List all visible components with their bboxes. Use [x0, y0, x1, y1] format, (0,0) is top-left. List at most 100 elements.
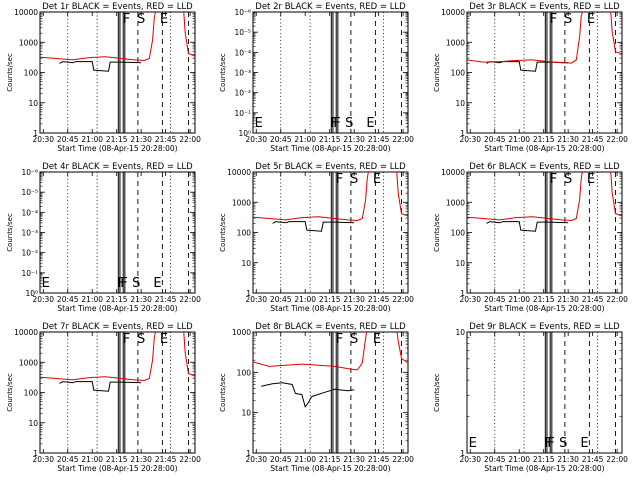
x-tick-label: 21:15 [106, 295, 128, 304]
x-tick-label: 22:00 [392, 295, 414, 304]
x-tick-label: 21:30 [557, 295, 579, 304]
y-tick-label: 10⁰ [25, 289, 38, 298]
x-tick-label: 21:30 [130, 295, 152, 304]
x-axis-label: Start Time (08-Apr-15 20:28:00) [484, 304, 604, 313]
x-tick-label: 20:30 [245, 135, 267, 144]
x-axis-label: Start Time (08-Apr-15 20:28:00) [270, 464, 390, 473]
panel-4: Det 4r BLACK = Events, RED = LLD 10⁰ 10⁻¹ 1… [6, 162, 201, 313]
panel-title: Det 8r BLACK = Events, RED = LLD [255, 322, 406, 332]
annotation-s: S [132, 276, 140, 291]
y-tick-label: 10⁻³ [234, 69, 251, 78]
panel-title: Det 6r BLACK = Events, RED = LLD [469, 162, 620, 172]
annotation-f: F [550, 172, 557, 187]
annotation-f: F [123, 332, 130, 347]
panel-3: Det 3r BLACK = Events, RED = LLD 1 10 100 10… [433, 2, 628, 153]
x-axis-label: Start Time (08-Apr-15 20:28:00) [484, 464, 604, 473]
x-tick-label: 20:30 [32, 135, 54, 144]
x-tick-label: 21:00 [81, 135, 103, 144]
y-tick-label: 100 [237, 368, 252, 377]
x-tick-label: 20:30 [459, 135, 481, 144]
annotation-f: F [550, 12, 557, 27]
y-tick-label: 1 [246, 449, 251, 458]
y-tick-label: 1 [33, 449, 38, 458]
x-tick-label: 22:00 [606, 135, 628, 144]
x-tick-label: 21:45 [582, 295, 604, 304]
x-tick-label: 21:45 [368, 295, 390, 304]
y-tick-label: 1000 [446, 38, 465, 47]
y-tick-label: 10 [455, 259, 465, 268]
panel-9: Det 9r BLACK = Events, RED = LLD 1 10 20:30… [433, 322, 628, 473]
plot-frame [39, 11, 196, 134]
annotation-e: E [255, 116, 263, 131]
x-tick-label: 21:15 [533, 295, 555, 304]
y-axis-label: Counts/sec [433, 53, 441, 92]
annotation-e: E [587, 172, 595, 187]
y-tick-label: 1000 [232, 328, 251, 337]
panel-title: Det 3r BLACK = Events, RED = LLD [469, 2, 620, 12]
x-tick-label: 21:00 [294, 135, 316, 144]
y-axis-label: Counts/sec [219, 53, 227, 92]
y-tick-label: 100 [451, 69, 466, 78]
y-tick-label: 1 [33, 129, 38, 138]
annotation-f: F [336, 172, 343, 187]
x-tick-label: 21:00 [508, 295, 530, 304]
y-tick-label: 10000 [14, 328, 38, 337]
plot-area [494, 332, 616, 453]
y-tick-label: 10 [455, 99, 465, 108]
x-tick-label: 21:30 [557, 455, 579, 464]
x-tick-label: 22:00 [606, 455, 628, 464]
y-tick-label: 10⁻⁴ [21, 208, 38, 217]
lld-series-line [253, 172, 408, 222]
x-axis-label: Start Time (08-Apr-15 20:28:00) [270, 304, 390, 313]
annotation-s: S [345, 116, 353, 131]
annotation-f: F [336, 332, 343, 347]
events-series-line [59, 381, 142, 392]
x-tick-label: 21:45 [582, 455, 604, 464]
x-tick-label: 21:00 [81, 455, 103, 464]
y-tick-label: 10⁻⁴ [234, 48, 251, 57]
x-axis-label: Start Time (08-Apr-15 20:28:00) [57, 144, 177, 153]
x-tick-label: 20:45 [57, 295, 79, 304]
events-series-line [486, 221, 569, 232]
plot-area [40, 332, 195, 453]
x-tick-label: 21:15 [319, 295, 341, 304]
x-tick-label: 22:00 [392, 455, 414, 464]
y-axis-label: Counts/sec [6, 53, 14, 92]
plot-frame [466, 11, 623, 134]
y-tick-label: 10000 [441, 8, 465, 17]
x-tick-label: 21:15 [106, 135, 128, 144]
annotation-e: E [366, 116, 374, 131]
plot-area [467, 172, 622, 293]
y-tick-label: 10 [455, 328, 465, 337]
y-tick-label: 10⁻⁶ [21, 168, 38, 177]
y-tick-label: 100 [24, 69, 39, 78]
lld-series-line [253, 332, 408, 371]
plot-area [467, 12, 622, 133]
y-axis-label: Counts/sec [219, 213, 227, 252]
y-tick-label: 10 [241, 409, 251, 418]
x-tick-label: 21:30 [557, 135, 579, 144]
plot-frame [252, 331, 409, 454]
plot-frame [39, 331, 196, 454]
x-axis-label: Start Time (08-Apr-15 20:28:00) [270, 144, 390, 153]
annotation-e: E [373, 172, 381, 187]
y-tick-label: 10⁻² [234, 89, 251, 98]
x-tick-label: 21:30 [343, 295, 365, 304]
annotation-f: F [547, 436, 554, 451]
plot-frame [466, 171, 623, 294]
y-tick-label: 10⁻¹ [21, 269, 38, 278]
y-tick-label: 10⁻² [21, 249, 38, 258]
y-tick-label: 10 [28, 419, 38, 428]
lld-series-line [467, 12, 622, 64]
panel-8: Det 8r BLACK = Events, RED = LLD 1 10 100 10… [219, 322, 414, 473]
x-tick-label: 21:30 [343, 455, 365, 464]
x-tick-label: 21:15 [319, 135, 341, 144]
panel-title: Det 1r BLACK = Events, RED = LLD [42, 2, 193, 12]
annotation-s: S [559, 436, 567, 451]
y-tick-label: 100 [451, 229, 466, 238]
x-tick-label: 20:45 [270, 135, 292, 144]
annotation-f: F [333, 116, 340, 131]
x-tick-label: 22:00 [179, 455, 201, 464]
annotation-e: E [42, 276, 50, 291]
annotation-e: E [587, 12, 595, 27]
